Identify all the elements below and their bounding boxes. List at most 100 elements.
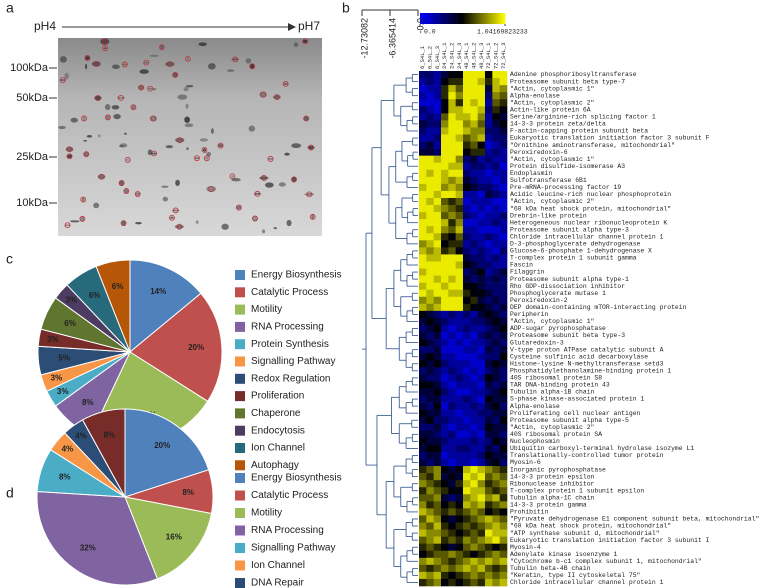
heatmap-cell [470, 508, 478, 516]
heatmap-cell [463, 113, 471, 121]
heatmap-cell [492, 106, 500, 114]
heatmap-cell [499, 324, 508, 333]
heatmap-cell [463, 85, 471, 93]
pie-label: 3% [66, 295, 78, 304]
heatmap-cell [441, 515, 449, 523]
heatmap-cell [426, 332, 434, 340]
dendrogram-tick-label: -6.365414 [387, 18, 397, 59]
legend-swatch [235, 525, 245, 536]
heatmap-cell [448, 240, 456, 248]
heatmap-cell [477, 578, 486, 587]
row-label: Pre-mRNA-processing factor 19 [510, 184, 621, 191]
heatmap-cell [499, 92, 508, 100]
heatmap-cell [448, 353, 456, 361]
heatmap-cell [463, 367, 471, 375]
row-label: Serine/arginine-rich splicing factor 1 [510, 114, 656, 121]
heatmap-cell [455, 247, 464, 255]
spot-marker [274, 94, 280, 101]
heatmap-cell [419, 353, 427, 361]
row-label: "Actin, cytoplasmic 1" [510, 318, 594, 325]
heatmap-cell [455, 494, 464, 502]
heatmap-cell [492, 99, 500, 107]
heatmap-cell [477, 275, 486, 283]
heatmap-cell [455, 134, 464, 142]
gel-spot [199, 138, 208, 142]
heatmap-cell [485, 515, 493, 523]
heatmap-cell [419, 120, 427, 128]
heatmap-cell [448, 437, 456, 446]
heatmap-cell [485, 113, 493, 121]
heatmap-cell [499, 120, 508, 128]
row-label: Chloride intracellular channel protein 1 [510, 579, 664, 586]
heatmap-cell [419, 459, 427, 467]
spot-marker [235, 204, 242, 211]
legend-label: Autophagy [251, 460, 299, 471]
legend-label: Energy Biosynthesis [251, 473, 342, 484]
heatmap-cell [448, 120, 456, 128]
heatmap-cell [455, 219, 464, 227]
legend-label: Redox Regulation [251, 373, 331, 384]
heatmap-cell [492, 317, 500, 326]
heatmap-cell [426, 346, 434, 354]
heatmap-cell [441, 480, 449, 488]
heatmap-cell [448, 219, 456, 227]
heatmap-cell [426, 296, 434, 305]
heatmap-cell [477, 430, 486, 439]
heatmap-cell [426, 409, 434, 417]
col-label: 72_S4L_1 [485, 42, 492, 69]
heatmap-cell [419, 85, 427, 93]
heatmap-cell [470, 212, 478, 220]
heatmap-cell [455, 254, 464, 262]
heatmap-cell [492, 212, 500, 220]
heatmap-cell [433, 190, 442, 199]
heatmap-cell [463, 451, 471, 460]
heatmap-cell [470, 120, 478, 128]
mw-label: 50kDa [16, 92, 49, 104]
heatmap-cell [426, 155, 434, 164]
heatmap-cell [426, 282, 434, 290]
heatmap-cell [448, 416, 456, 425]
row-label: Acidic leucine-rich nuclear phosphoprote… [510, 191, 671, 198]
heatmap-cell [485, 275, 493, 283]
heatmap-cell [455, 324, 464, 333]
heatmap-cell [419, 317, 427, 326]
heatmap-cell [470, 374, 478, 382]
gel-spot [80, 215, 85, 222]
heatmap-cell [463, 578, 471, 587]
gel-spot [70, 117, 78, 123]
gel-spot [284, 152, 290, 156]
row-label: Drebrin-like protein [510, 212, 587, 219]
heatmap-cell [499, 275, 508, 283]
heatmap-cell [492, 578, 500, 587]
heatmap-cell [492, 564, 500, 573]
heatmap-cell [470, 71, 478, 79]
colorbar-step [422, 13, 425, 24]
heatmap-cell [485, 127, 493, 135]
ph-label: pH7 [298, 19, 320, 33]
legend-label: Protein Synthesis [251, 339, 329, 350]
heatmap-cell [485, 466, 493, 474]
heatmap-cell [426, 134, 434, 142]
gel-spot [139, 69, 149, 74]
heatmap-cell [477, 416, 486, 425]
heatmap-cell [470, 536, 478, 544]
heatmap-cell [426, 197, 434, 206]
heatmap-cell [470, 310, 478, 319]
heatmap-cell [499, 550, 508, 559]
heatmap-cell [499, 571, 508, 580]
heatmap-cell [470, 388, 478, 396]
heatmap-cell [477, 324, 486, 333]
heatmap-cell [492, 254, 500, 262]
row-label: 14-3-3 protein epsilon [510, 473, 595, 480]
heatmap-cell [477, 466, 486, 474]
heatmap-cell [441, 78, 449, 86]
heatmap-cell [463, 444, 471, 453]
heatmap-cell [477, 395, 486, 403]
heatmap-cell [499, 176, 508, 185]
heatmap-cell [426, 564, 434, 573]
gel-spot [231, 58, 240, 61]
row-label: DEP domain-containing mTOR-interacting p… [510, 304, 687, 311]
heatmap-cell [419, 395, 427, 403]
heatmap-cell [463, 303, 471, 312]
heatmap-cell [463, 120, 471, 128]
